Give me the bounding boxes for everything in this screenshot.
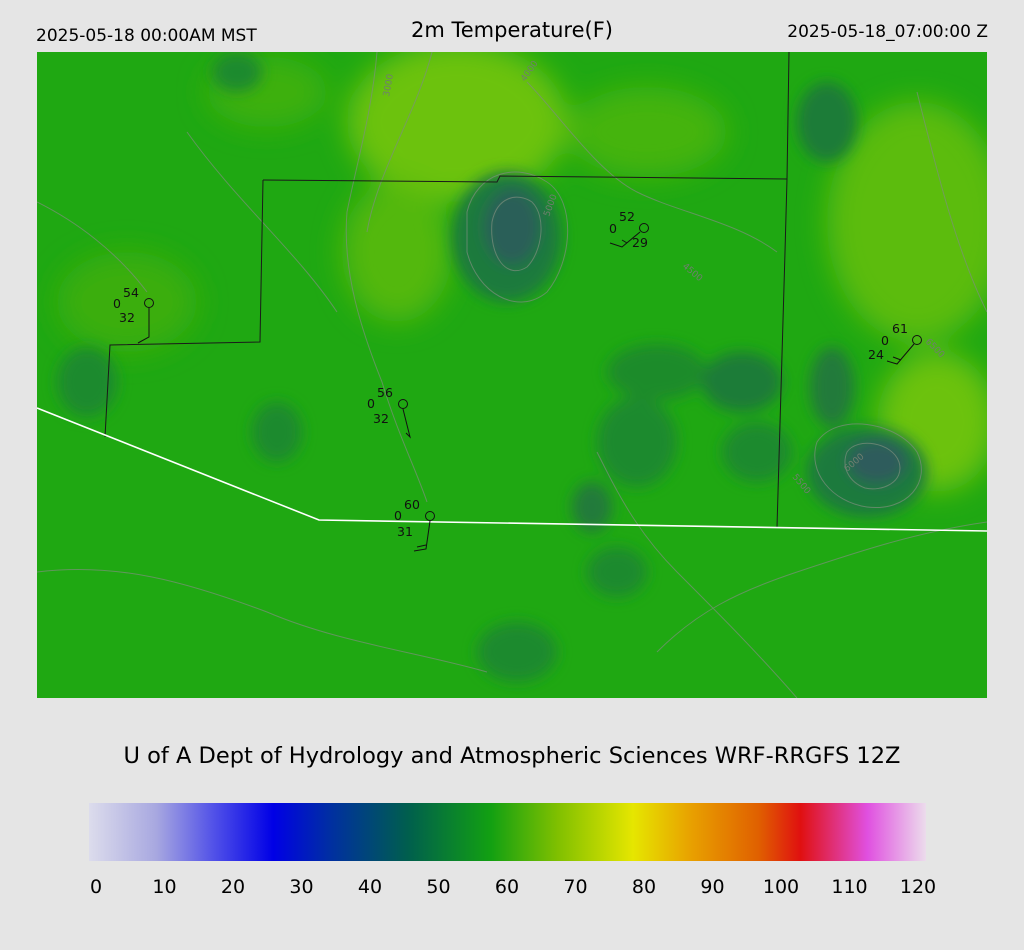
colorbar-tick-label: 10 — [152, 876, 177, 898]
station-plot: 61 0 24 — [868, 321, 922, 365]
colorbar-tick-label: 100 — [762, 876, 800, 898]
station-dewpoint: 24 — [868, 347, 884, 362]
colorbar-tick-label: 120 — [899, 876, 937, 898]
station-plot: 52 0 29 — [609, 209, 649, 250]
station-plot: 56 0 32 — [367, 385, 411, 439]
station-temp: 54 — [123, 285, 139, 300]
colorbar-tick-label: 90 — [700, 876, 725, 898]
station-plots: 54 0 32 56 0 32 60 0 31 — [113, 209, 922, 552]
county-boundaries — [104, 52, 790, 528]
state-border — [37, 407, 987, 532]
warm-zones — [57, 52, 987, 492]
temperature-map[interactable]: 3000 4000 4500 5000 5500 6000 6500 54 0 … — [37, 52, 987, 698]
colorbar-tick-label: 110 — [831, 876, 868, 898]
station-dewpoint: 29 — [632, 235, 648, 250]
colorbar-tick-label: 30 — [289, 876, 314, 898]
station-plot: 60 0 31 — [394, 497, 435, 552]
temperature-colorbar — [89, 803, 926, 861]
station-precip: 0 — [394, 508, 402, 523]
colorbar-tick-label: 60 — [494, 876, 520, 898]
station-dewpoint: 32 — [119, 310, 135, 325]
credit-line: U of A Dept of Hydrology and Atmospheric… — [123, 743, 901, 769]
utc-time: 2025-05-18_07:00:00 Z — [787, 22, 988, 42]
station-dewpoint: 32 — [373, 411, 389, 426]
station-dewpoint: 31 — [397, 524, 413, 539]
station-precip: 0 — [367, 396, 375, 411]
colorbar-tick-label: 50 — [426, 876, 451, 898]
local-time: 2025-05-18 00:00AM MST — [36, 26, 257, 46]
colorbar-tick-label: 0 — [89, 876, 103, 898]
station-plot: 54 0 32 — [113, 285, 154, 344]
colorbar-tick-label: 40 — [357, 876, 383, 898]
contour-label: 3000 — [382, 73, 396, 98]
station-precip: 0 — [609, 221, 617, 236]
station-temp: 52 — [619, 209, 635, 224]
colorbar-tick-label: 70 — [563, 876, 588, 898]
map-title: 2m Temperature(F) — [411, 18, 613, 42]
station-precip: 0 — [113, 296, 121, 311]
elevation-contours — [37, 52, 987, 698]
station-temp: 61 — [892, 321, 908, 336]
station-temp: 56 — [377, 385, 393, 400]
station-temp: 60 — [404, 497, 420, 512]
station-precip: 0 — [881, 333, 889, 348]
colorbar-tick-label: 80 — [631, 876, 657, 898]
colorbar-tick-label: 20 — [220, 876, 246, 898]
